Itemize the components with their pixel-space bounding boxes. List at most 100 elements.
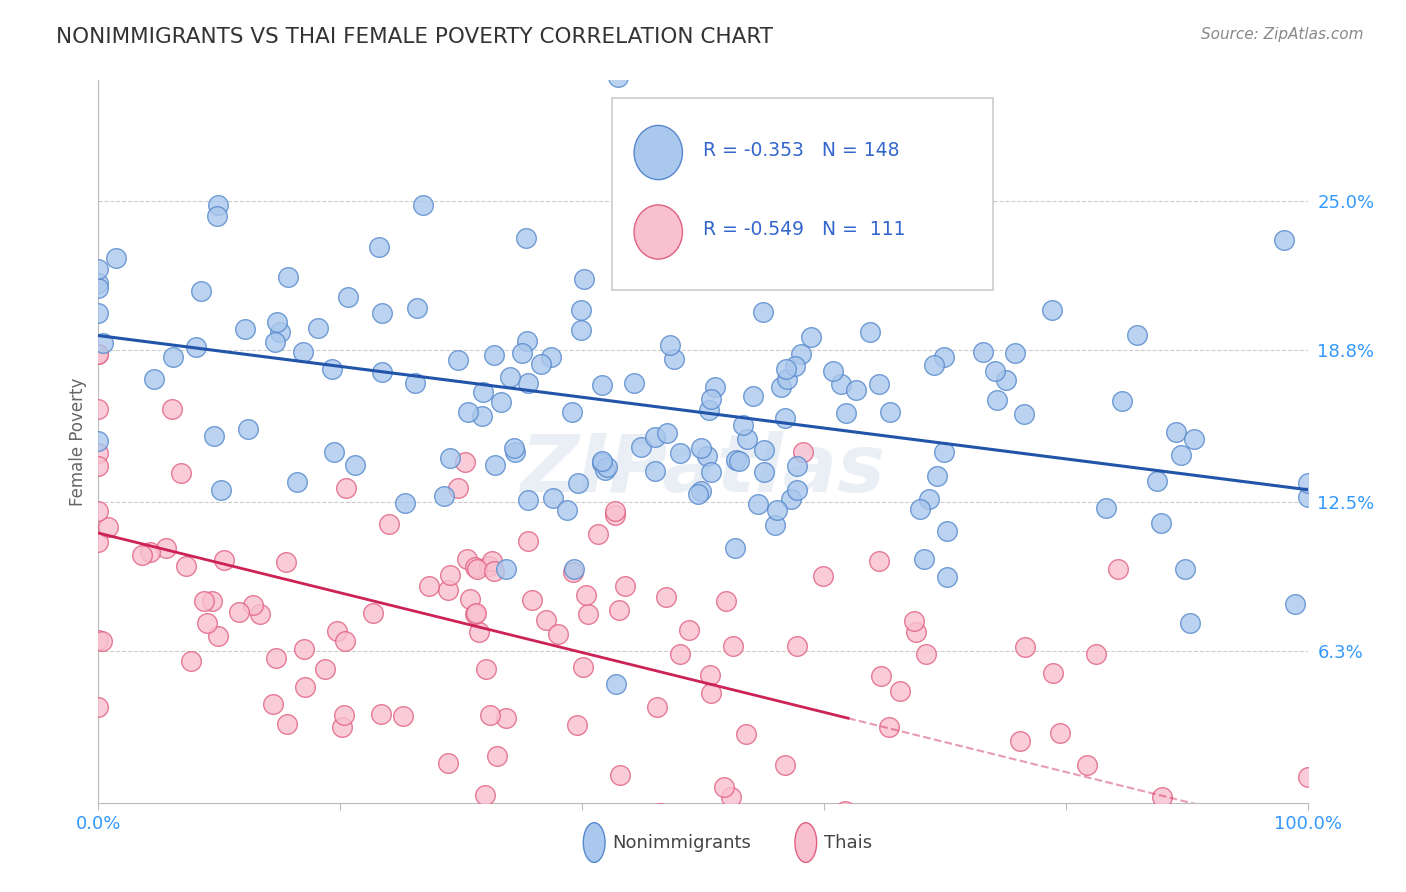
Point — [540, 350, 562, 364]
Point — [1284, 597, 1306, 611]
Point — [811, 569, 834, 583]
Point — [1126, 327, 1149, 342]
Point — [1111, 393, 1133, 408]
Point — [655, 591, 678, 605]
Point — [205, 209, 228, 223]
Point — [569, 322, 592, 336]
Point — [721, 640, 744, 654]
Point — [630, 440, 652, 454]
Point — [904, 625, 927, 640]
Point — [664, 351, 686, 366]
Point — [845, 383, 868, 397]
Y-axis label: Female Poverty: Female Poverty — [69, 377, 87, 506]
Point — [474, 662, 496, 676]
Point — [936, 524, 959, 538]
Point — [908, 502, 931, 516]
Point — [720, 789, 742, 804]
Point — [591, 454, 613, 468]
Point — [207, 197, 229, 211]
Point — [1182, 432, 1205, 446]
Point — [972, 345, 994, 359]
Point — [1076, 757, 1098, 772]
Point — [699, 667, 721, 681]
Point — [90, 633, 112, 648]
Point — [915, 647, 938, 661]
Point — [776, 372, 799, 386]
Point — [193, 594, 215, 608]
Point — [464, 560, 486, 574]
Point — [471, 385, 494, 400]
Point — [995, 373, 1018, 387]
Point — [697, 403, 720, 417]
Point — [155, 541, 177, 556]
Point — [713, 780, 735, 794]
Point — [314, 662, 336, 676]
Point — [530, 357, 553, 371]
Point — [859, 325, 882, 339]
Point — [162, 350, 184, 364]
Point — [1146, 474, 1168, 488]
Point — [1170, 448, 1192, 462]
Point — [394, 496, 416, 510]
Point — [87, 434, 110, 448]
Point — [645, 700, 668, 714]
Point — [1049, 725, 1071, 739]
Point — [1012, 407, 1035, 421]
Point — [322, 445, 344, 459]
Point — [689, 483, 711, 498]
Point — [696, 449, 718, 463]
Point — [482, 565, 505, 579]
Point — [786, 483, 808, 498]
Point — [242, 599, 264, 613]
Point — [786, 639, 808, 653]
Point — [174, 558, 197, 573]
Point — [773, 411, 796, 425]
Point — [335, 481, 357, 495]
Point — [690, 441, 713, 455]
Point — [623, 376, 645, 390]
Point — [567, 475, 589, 490]
Point — [1094, 501, 1116, 516]
Point — [87, 446, 110, 460]
Point — [458, 592, 481, 607]
Point — [699, 466, 721, 480]
Point — [678, 624, 700, 638]
Point — [371, 365, 394, 379]
Point — [734, 727, 756, 741]
Point — [392, 709, 415, 723]
Point — [143, 371, 166, 385]
Point — [465, 562, 488, 576]
Point — [1164, 425, 1187, 440]
Point — [644, 430, 666, 444]
Point — [735, 432, 758, 446]
Point — [700, 685, 723, 699]
Point — [922, 358, 945, 372]
Point — [503, 445, 526, 459]
Point — [160, 401, 183, 416]
Point — [87, 458, 110, 473]
Point — [688, 487, 710, 501]
Point — [478, 559, 501, 574]
FancyBboxPatch shape — [613, 98, 993, 290]
Point — [212, 553, 235, 567]
Point — [294, 680, 316, 694]
Point — [1150, 516, 1173, 530]
Point — [478, 708, 501, 723]
Point — [87, 504, 110, 518]
Point — [87, 535, 110, 549]
Point — [457, 405, 479, 419]
Point — [465, 606, 488, 620]
Point — [321, 361, 343, 376]
Point — [918, 491, 941, 506]
Point — [669, 446, 692, 460]
Point — [264, 335, 287, 350]
Point — [790, 347, 813, 361]
Point — [439, 568, 461, 582]
Point — [367, 240, 389, 254]
Point — [285, 475, 308, 489]
Point — [406, 301, 429, 315]
Text: Nonimmigrants: Nonimmigrants — [613, 833, 751, 852]
Point — [233, 322, 256, 336]
Point — [835, 406, 858, 420]
Point — [766, 503, 789, 517]
